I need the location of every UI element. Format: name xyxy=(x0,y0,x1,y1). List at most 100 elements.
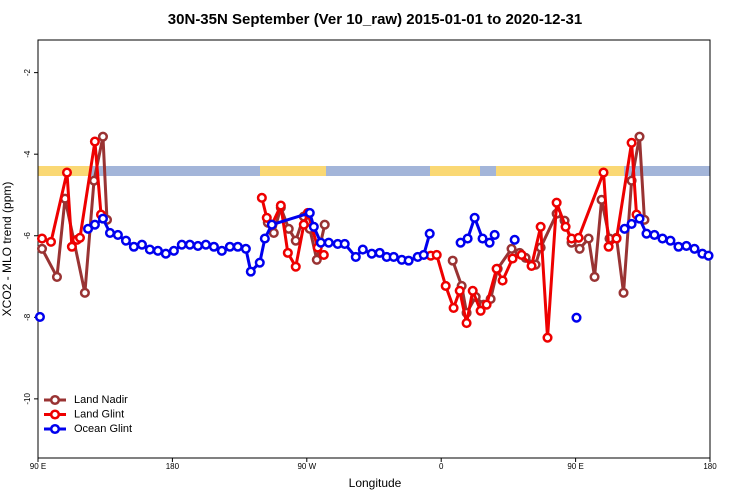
data-point xyxy=(200,239,211,250)
data-point xyxy=(232,241,243,252)
data-point xyxy=(160,248,171,259)
data-point xyxy=(259,233,270,244)
x-tick-label: 90 E xyxy=(567,462,583,471)
data-point xyxy=(104,227,116,238)
data-point xyxy=(454,285,465,296)
data-point xyxy=(649,229,660,240)
data-point xyxy=(424,228,435,239)
data-point xyxy=(574,243,585,254)
x-tick-label: 90 W xyxy=(297,462,316,471)
data-point xyxy=(542,332,553,343)
data-point xyxy=(245,266,256,277)
data-point xyxy=(275,200,286,211)
x-axis-label: Longitude xyxy=(349,476,402,490)
data-point xyxy=(516,249,527,260)
data-point xyxy=(560,221,571,232)
data-point xyxy=(641,228,652,239)
data-point xyxy=(469,212,480,223)
data-point xyxy=(626,137,637,148)
data-point xyxy=(350,251,361,263)
data-point xyxy=(311,254,322,265)
data-point xyxy=(240,243,251,254)
data-point xyxy=(176,239,187,250)
data-point xyxy=(535,221,546,232)
data-point xyxy=(467,285,478,296)
surface-strip xyxy=(38,166,710,176)
y-tick-label: -6 xyxy=(23,232,32,240)
data-point xyxy=(551,197,562,208)
data-point xyxy=(619,223,630,234)
data-point xyxy=(290,235,301,246)
data-point xyxy=(266,219,277,230)
data-point xyxy=(618,287,629,298)
data-point xyxy=(589,271,600,282)
data-point xyxy=(224,241,235,252)
data-point xyxy=(254,257,265,268)
x-tick-label: 180 xyxy=(703,462,717,471)
y-tick-label: -8 xyxy=(23,313,32,321)
data-point xyxy=(74,232,86,243)
data-point xyxy=(168,245,179,256)
data-point xyxy=(82,223,94,234)
data-point xyxy=(477,233,488,244)
data-point xyxy=(136,239,147,250)
data-point xyxy=(374,247,385,258)
data-point xyxy=(120,235,132,246)
data-point xyxy=(681,240,692,251)
data-point xyxy=(152,245,163,256)
data-point xyxy=(128,241,139,252)
data-point xyxy=(657,233,668,244)
data-point xyxy=(256,192,267,203)
data-point xyxy=(571,312,582,323)
data-point xyxy=(66,241,77,252)
data-point xyxy=(573,232,584,243)
data-point xyxy=(481,299,492,310)
data-point xyxy=(455,237,466,248)
data-point xyxy=(298,219,309,230)
legend-label: Ocean Glint xyxy=(74,423,132,435)
data-point xyxy=(304,207,315,218)
data-point xyxy=(112,229,123,240)
data-point xyxy=(506,243,517,254)
data-point xyxy=(462,233,473,244)
data-point xyxy=(268,227,279,238)
data-point xyxy=(475,305,486,316)
data-point xyxy=(497,275,508,286)
data-point xyxy=(97,131,109,142)
data-point xyxy=(366,248,377,259)
data-point xyxy=(689,243,700,254)
x-tick-label: 0 xyxy=(439,462,444,471)
y-tick-label: -10 xyxy=(23,393,32,405)
data-point xyxy=(447,255,458,266)
data-point xyxy=(34,311,45,322)
data-point xyxy=(484,237,495,248)
data-point xyxy=(61,167,73,178)
data-point xyxy=(583,233,594,244)
data-point xyxy=(603,241,614,252)
data-point xyxy=(51,271,63,282)
data-point xyxy=(626,218,637,229)
data-point xyxy=(184,239,195,250)
data-point xyxy=(97,213,109,224)
data-point xyxy=(216,245,227,256)
data-point xyxy=(634,213,645,224)
data-point xyxy=(192,240,203,251)
data-point xyxy=(89,136,100,147)
y-tick-label: -2 xyxy=(23,69,32,77)
chart-title: 30N-35N September (Ver 10_raw) 2015-01-0… xyxy=(168,11,582,28)
series-line xyxy=(451,135,646,315)
data-point xyxy=(507,253,518,264)
data-point xyxy=(315,237,326,248)
data-point xyxy=(634,131,645,142)
data-point xyxy=(261,212,272,223)
legend-marker xyxy=(49,423,61,435)
data-point xyxy=(282,247,293,258)
data-point xyxy=(403,255,414,266)
data-point xyxy=(665,235,676,246)
data-point xyxy=(357,244,368,255)
data-point xyxy=(339,238,350,249)
data-point xyxy=(673,241,684,252)
data-point xyxy=(448,302,459,313)
data-point xyxy=(509,234,520,245)
